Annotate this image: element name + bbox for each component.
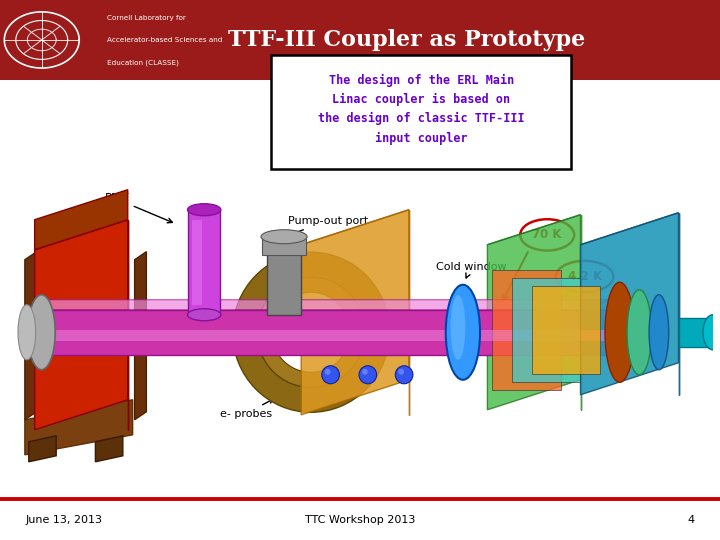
Text: TTF-III Coupler as Prototype: TTF-III Coupler as Prototype [228,29,585,51]
Ellipse shape [703,315,720,350]
Ellipse shape [28,295,55,370]
Circle shape [359,366,377,384]
Text: Accelerator-based Sciences and: Accelerator-based Sciences and [107,37,222,43]
Polygon shape [35,220,127,249]
Circle shape [362,369,368,375]
Ellipse shape [605,282,634,382]
Text: PMT: PMT [104,192,172,223]
Text: 70 K: 70 K [533,228,562,241]
Circle shape [395,366,413,384]
Text: Pump-out port: Pump-out port [267,216,368,243]
Ellipse shape [446,285,480,380]
Wedge shape [233,252,390,412]
Polygon shape [35,220,127,430]
Polygon shape [301,210,409,415]
FancyBboxPatch shape [0,80,720,540]
Bar [267,240,301,315]
Text: Education (CLASSE): Education (CLASSE) [107,59,179,65]
Text: Warm window: Warm window [25,295,104,322]
Text: June 13, 2013: June 13, 2013 [25,515,102,525]
Polygon shape [24,300,632,310]
Bar [512,278,580,382]
Text: 4: 4 [688,515,695,525]
Polygon shape [29,436,56,462]
Text: e- probes: e- probes [220,399,274,419]
FancyBboxPatch shape [271,55,571,169]
Ellipse shape [649,295,669,370]
Polygon shape [301,210,409,245]
Circle shape [325,369,330,375]
Ellipse shape [521,219,575,251]
Circle shape [322,366,339,384]
Text: 4.2 K: 4.2 K [567,270,602,283]
Text: Cold window: Cold window [436,262,506,278]
Text: TTC Workshop 2013: TTC Workshop 2013 [305,515,415,525]
Polygon shape [135,252,146,420]
Polygon shape [580,213,678,245]
Bar [262,237,306,255]
Ellipse shape [187,309,221,321]
Polygon shape [24,252,37,420]
Bar [678,318,713,347]
Polygon shape [487,215,580,245]
Polygon shape [487,215,580,410]
Polygon shape [580,213,678,395]
Bar [189,210,220,315]
Ellipse shape [261,230,307,244]
Ellipse shape [187,204,221,215]
Polygon shape [95,436,123,462]
Polygon shape [35,190,127,249]
Text: 1.8 K: 1.8 K [603,308,638,321]
Ellipse shape [592,299,649,330]
Ellipse shape [266,234,302,246]
FancyBboxPatch shape [0,0,720,80]
Bar [192,220,202,305]
Circle shape [398,369,404,375]
Ellipse shape [627,290,652,375]
Text: Cornell Laboratory for: Cornell Laboratory for [107,15,186,21]
Polygon shape [24,400,132,455]
Ellipse shape [556,261,613,292]
Ellipse shape [451,295,465,360]
Bar [24,310,615,355]
Bar [531,286,600,374]
Text: The design of the ERL Main
Linac coupler is based on
the design of classic TTF-I: The design of the ERL Main Linac coupler… [318,74,524,145]
Wedge shape [257,277,365,387]
Bar [492,270,561,390]
Ellipse shape [18,305,35,360]
Polygon shape [24,345,632,355]
Bar [30,330,610,341]
